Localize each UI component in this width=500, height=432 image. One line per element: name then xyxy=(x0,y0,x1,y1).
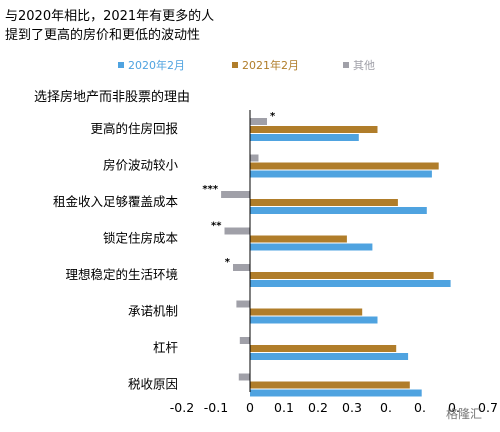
bar xyxy=(250,207,427,214)
bars-group xyxy=(221,118,451,397)
chart-title-line-2: 提到了更高的房价和更低的波动性 xyxy=(5,27,200,43)
category-label: 税收原因 xyxy=(128,377,178,392)
bar xyxy=(250,243,373,251)
bar xyxy=(250,118,267,125)
bar xyxy=(250,154,259,162)
x-tick-label: 0 xyxy=(246,400,254,415)
bar xyxy=(224,227,250,235)
x-tick-label: 0. xyxy=(448,400,460,415)
x-tick-labels: -0.2 -0.1 0 0.1 0.2 0.3 0. 0. 0. 0.7 xyxy=(170,400,498,415)
bar xyxy=(250,389,422,397)
category-label: 租金收入足够覆盖成本 xyxy=(53,194,179,209)
legend-label: 2021年2月 xyxy=(242,58,299,72)
category-label: 杠杆 xyxy=(153,340,179,355)
chart-subtitle: 选择房地产而非股票的理由 xyxy=(34,89,190,105)
bar xyxy=(250,308,363,316)
significance-marker: ** xyxy=(211,221,222,232)
category-label: 承诺机制 xyxy=(128,304,178,319)
legend-swatch xyxy=(343,62,349,68)
bar xyxy=(250,280,451,287)
bar xyxy=(233,264,250,271)
legend-label: 2020年2月 xyxy=(128,58,185,72)
bar xyxy=(250,345,397,352)
significance-marker: * xyxy=(225,257,231,268)
legend-swatch xyxy=(118,62,124,68)
bar xyxy=(250,272,434,279)
bar xyxy=(250,170,432,178)
category-label: 更高的住房回报 xyxy=(90,121,178,136)
legend-swatch xyxy=(232,62,238,68)
significance-markers: ******* xyxy=(202,111,276,268)
bar xyxy=(250,235,347,243)
x-tick-label: -0.2 xyxy=(170,400,194,415)
x-tick-label: 0.7 xyxy=(478,400,498,415)
x-tick-label: 0. xyxy=(414,400,426,415)
bar xyxy=(250,199,398,206)
bar xyxy=(250,162,439,170)
x-tick-label: -0.1 xyxy=(204,400,228,415)
bar xyxy=(250,353,409,360)
x-tick-label: 0. xyxy=(380,400,392,415)
bar xyxy=(250,134,359,141)
bar xyxy=(221,191,250,198)
legend: 2020年2月 2021年2月 其他 xyxy=(118,58,375,72)
x-tick-label: 0.2 xyxy=(308,400,328,415)
x-tick-label: 0.1 xyxy=(274,400,294,415)
bar xyxy=(238,373,250,381)
bar xyxy=(250,381,410,389)
significance-marker: *** xyxy=(202,184,218,195)
category-labels: 更高的住房回报房价波动较小租金收入足够覆盖成本锁定住房成本理想稳定的生活环境承诺… xyxy=(53,121,179,392)
category-label: 房价波动较小 xyxy=(103,158,179,173)
significance-marker: * xyxy=(270,111,276,122)
x-tick-label: 0.3 xyxy=(342,400,362,415)
legend-label: 其他 xyxy=(353,59,375,72)
watermark-text: 格隆汇 xyxy=(446,406,482,421)
category-label: 锁定住房成本 xyxy=(103,231,179,246)
bar xyxy=(250,316,378,324)
bar xyxy=(236,300,250,308)
chart-title-line-1: 与2020年相比，2021年有更多的人 xyxy=(5,8,214,24)
bar xyxy=(239,337,250,344)
category-label: 理想稳定的生活环境 xyxy=(65,267,178,282)
bar xyxy=(250,126,378,133)
